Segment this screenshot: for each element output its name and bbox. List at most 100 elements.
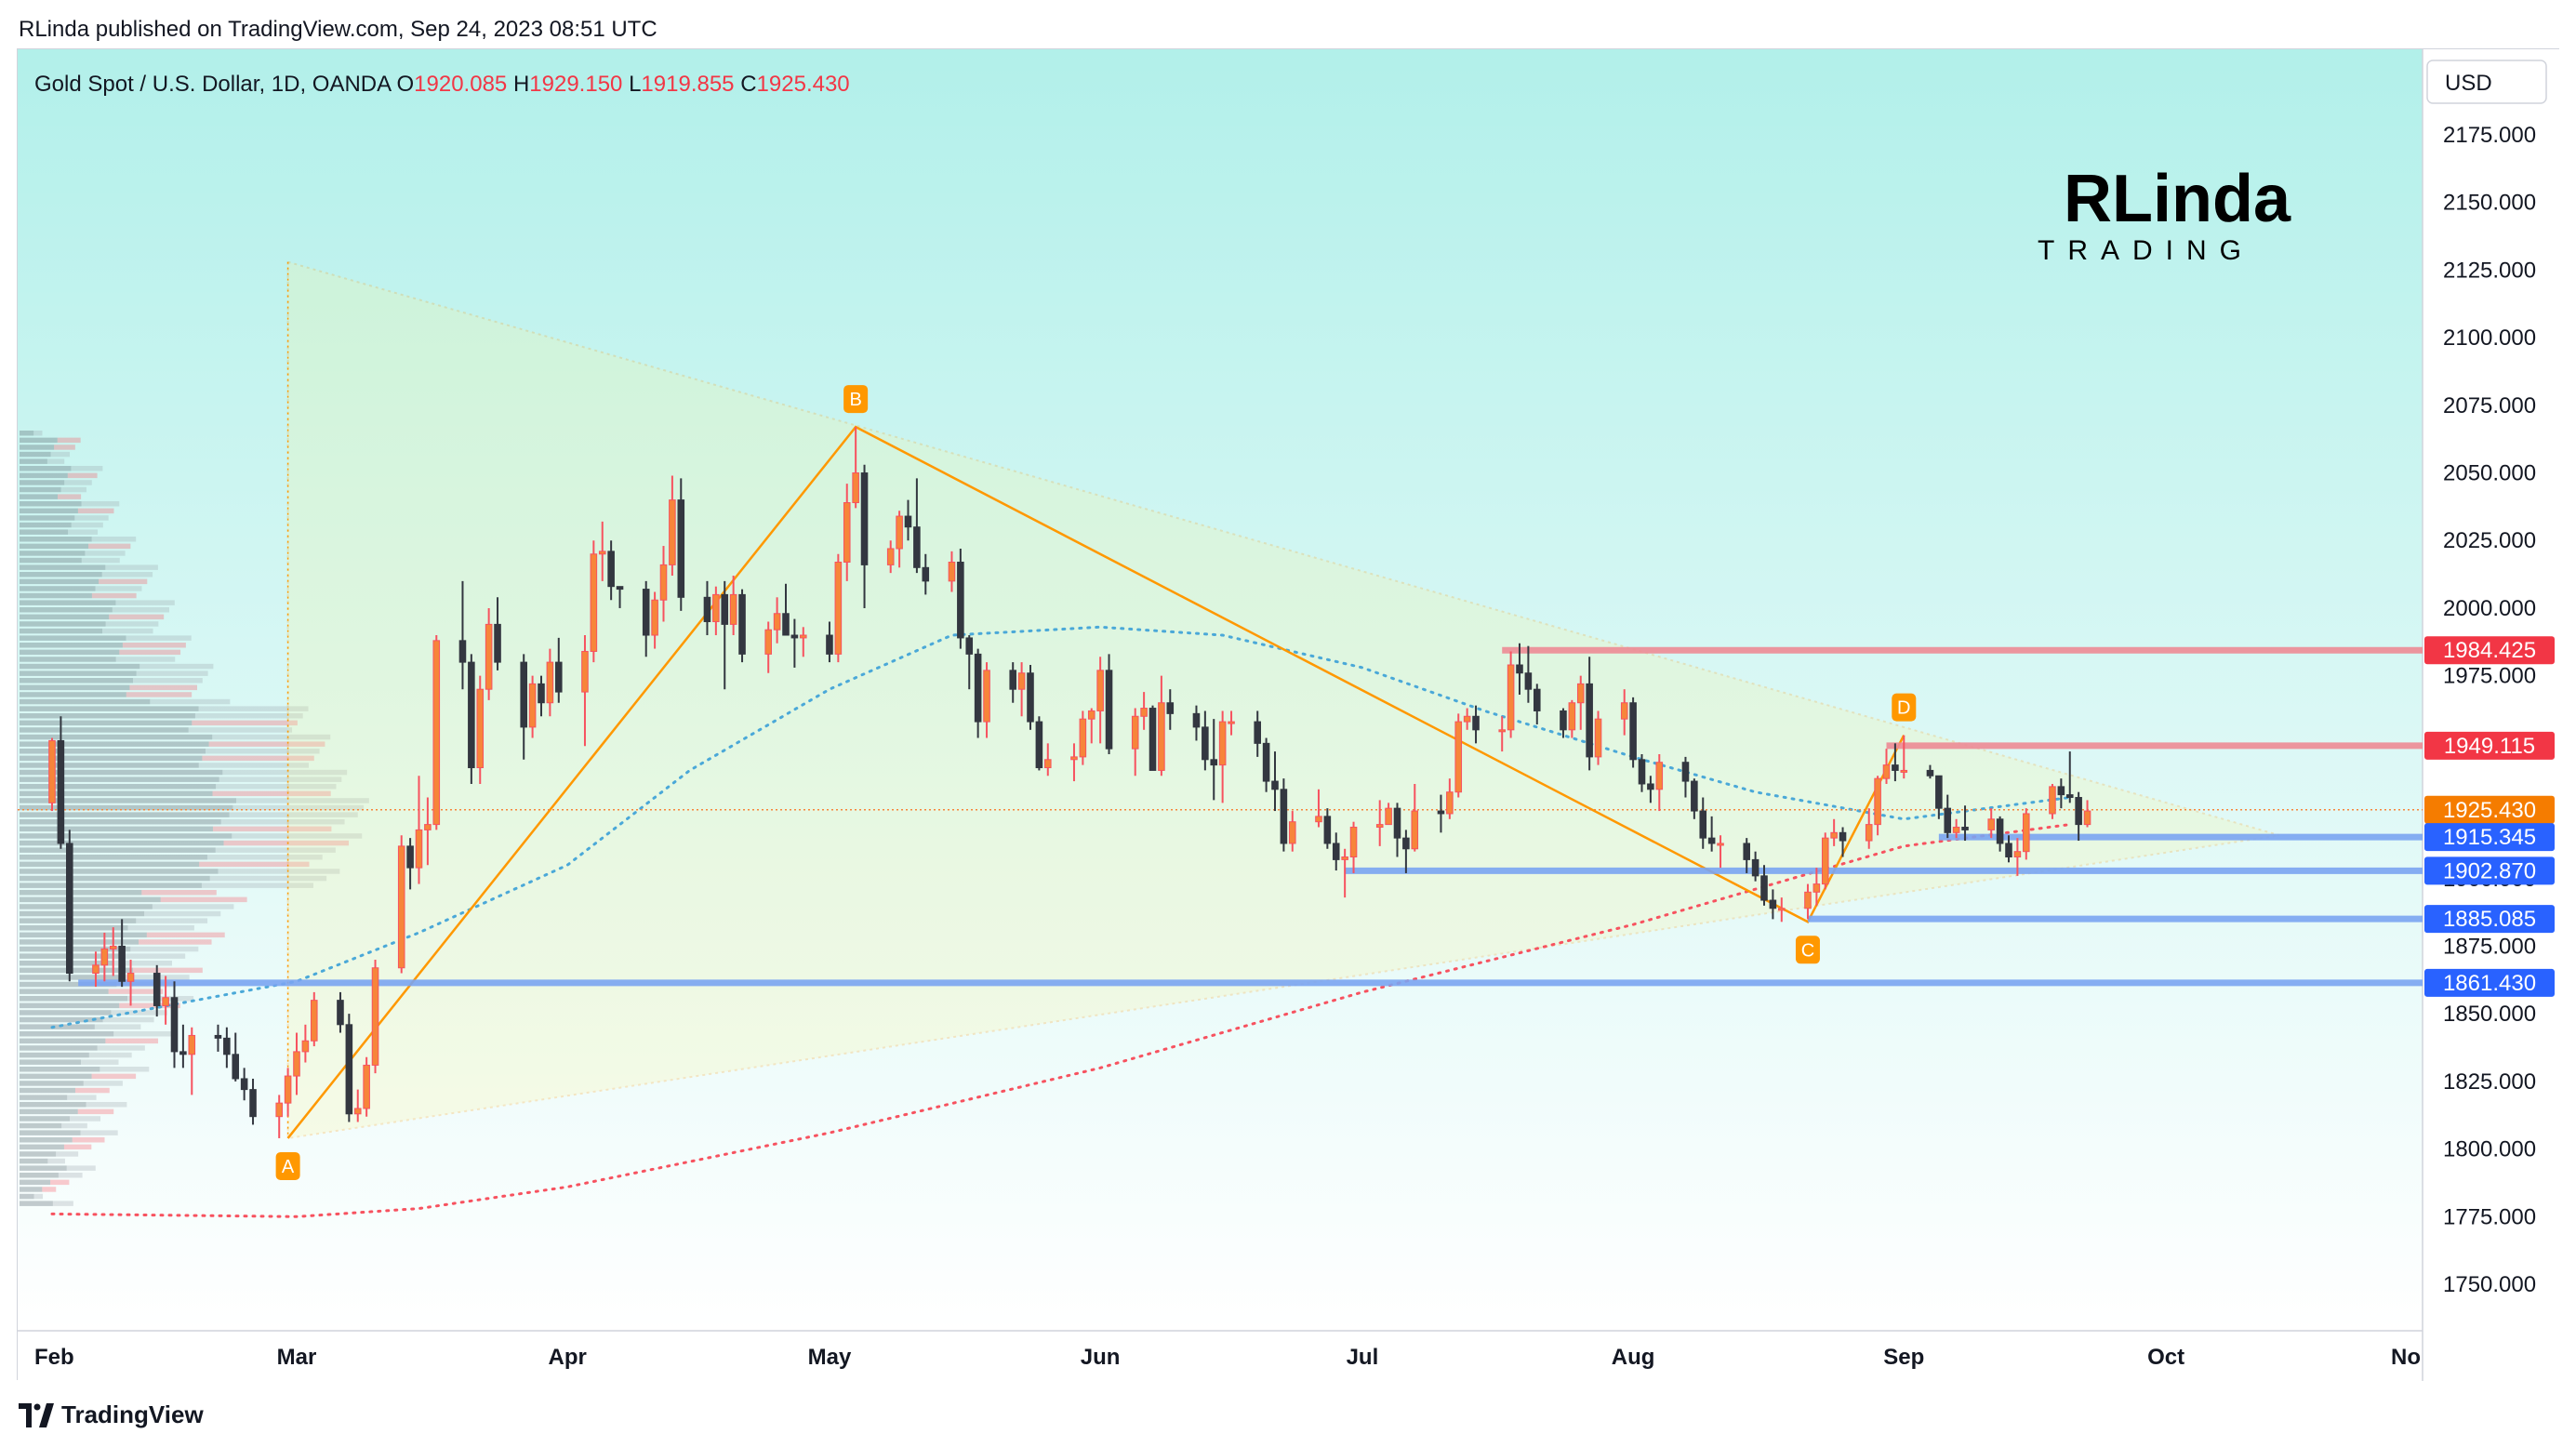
- candle: [983, 662, 990, 738]
- candle: [642, 580, 650, 657]
- abcd-label-box: [843, 385, 869, 414]
- candle: [957, 548, 964, 649]
- candle: [790, 618, 799, 668]
- volume-profile-bar: [20, 883, 202, 888]
- candle: [1568, 699, 1576, 738]
- candle: [1254, 710, 1262, 757]
- volume-profile-bar: [85, 551, 126, 556]
- volume-profile-bar: [20, 501, 82, 507]
- candle: [1638, 753, 1646, 792]
- candle-body: [284, 1075, 292, 1104]
- candle-body: [1707, 837, 1716, 844]
- x-axis-tick-label: Jul: [1347, 1345, 1379, 1370]
- candle: [1576, 675, 1585, 730]
- candle: [1288, 811, 1296, 852]
- candle-body: [100, 948, 109, 966]
- volume-profile-bar: [20, 1045, 98, 1051]
- price-label-support: 1885.085: [2424, 905, 2555, 934]
- y-axis-tick-label: 2075.000: [2443, 393, 2536, 418]
- volume-profile-bar: [152, 904, 234, 909]
- volume-profile-bar: [20, 1151, 57, 1157]
- candle: [1926, 764, 1934, 779]
- volume-profile-bar: [20, 614, 110, 620]
- candle-body: [179, 1051, 187, 1055]
- volume-profile-bar: [20, 833, 232, 839]
- candle: [659, 546, 668, 622]
- volume-profile-bar: [20, 458, 47, 464]
- volume-profile-bar: [50, 451, 71, 458]
- candle: [1280, 778, 1288, 852]
- candle: [1900, 735, 1908, 779]
- time-axis-background: [18, 1331, 2423, 1381]
- candle: [57, 716, 65, 849]
- chart-frame[interactable]: A B C D 2175.000 2150.000 2125.000 2100.000 2075…: [17, 48, 2560, 1381]
- candle-body: [1830, 831, 1838, 839]
- y-axis-tick-label: 1975.000: [2443, 664, 2536, 689]
- volume-profile-bar: [20, 1052, 89, 1058]
- candle-body: [1140, 708, 1148, 717]
- candle: [1777, 897, 1786, 923]
- candle: [538, 675, 545, 717]
- volume-profile-bar: [20, 657, 116, 662]
- price-label-support: 1915.345: [2424, 823, 2555, 852]
- candle: [415, 776, 423, 884]
- candle-body: [415, 829, 423, 869]
- candle: [1952, 818, 1960, 839]
- candle-body: [1131, 715, 1139, 750]
- price-chart[interactable]: A B C D 2175.000 2150.000 2125.000 2100.000 2075…: [18, 49, 2560, 1381]
- abcd-label-text: A: [282, 1157, 295, 1177]
- abcd-pattern-line: [286, 425, 1905, 1139]
- volume-profile-bar: [20, 706, 199, 711]
- candle: [826, 621, 833, 663]
- watermark-line2: TRADING: [2038, 235, 2254, 266]
- candle-body: [957, 562, 964, 639]
- candle: [179, 1024, 187, 1069]
- candle-body: [922, 566, 930, 582]
- volume-profile-bar: [20, 486, 61, 493]
- candle: [2022, 808, 2030, 860]
- candle: [1821, 832, 1829, 890]
- candle: [301, 1024, 310, 1063]
- volume-profile-bar: [20, 578, 100, 585]
- candle-body: [1594, 718, 1602, 758]
- candle-body: [1271, 780, 1279, 790]
- candle: [764, 621, 773, 673]
- candle: [1202, 710, 1209, 771]
- abcd-label-text: D: [1897, 698, 1910, 719]
- volume-profile-bar: [100, 1067, 150, 1072]
- candle-body: [1402, 837, 1410, 850]
- candle: [1210, 719, 1218, 801]
- candle: [1655, 753, 1664, 812]
- candle-body: [468, 661, 475, 769]
- candle: [2005, 835, 2012, 863]
- candle-body: [57, 739, 65, 844]
- candle-body: [1655, 762, 1664, 790]
- volume-profile-bar: [20, 1073, 92, 1080]
- candle-body: [310, 1000, 318, 1042]
- volume-profile-bar: [129, 684, 197, 691]
- candle: [232, 1032, 240, 1082]
- volume-profile-bar: [109, 614, 165, 620]
- candle-body: [476, 688, 485, 769]
- candle: [896, 511, 903, 568]
- candle-body: [2013, 851, 2022, 857]
- y-axis-tick-label: 1775.000: [2443, 1204, 2536, 1229]
- candle: [703, 580, 711, 636]
- volume-profile-bar: [209, 875, 327, 882]
- candle-body: [232, 1054, 240, 1080]
- candle: [1629, 697, 1637, 768]
- price-label-box: [2424, 905, 2555, 934]
- currency-button[interactable]: USD: [2426, 60, 2547, 104]
- candle-body: [546, 661, 554, 704]
- candle: [485, 607, 493, 700]
- candle: [1035, 716, 1043, 771]
- volume-profile-bar: [20, 1137, 73, 1143]
- volume-profile-bar: [20, 1144, 64, 1150]
- published-by-text: RLinda published on TradingView.com, Sep…: [19, 17, 657, 42]
- candle-body: [126, 973, 135, 982]
- volume-profile-bar: [122, 643, 186, 648]
- tradingview-brand[interactable]: TradingView: [19, 1401, 204, 1429]
- candle-body: [1027, 672, 1034, 723]
- candle: [607, 540, 615, 601]
